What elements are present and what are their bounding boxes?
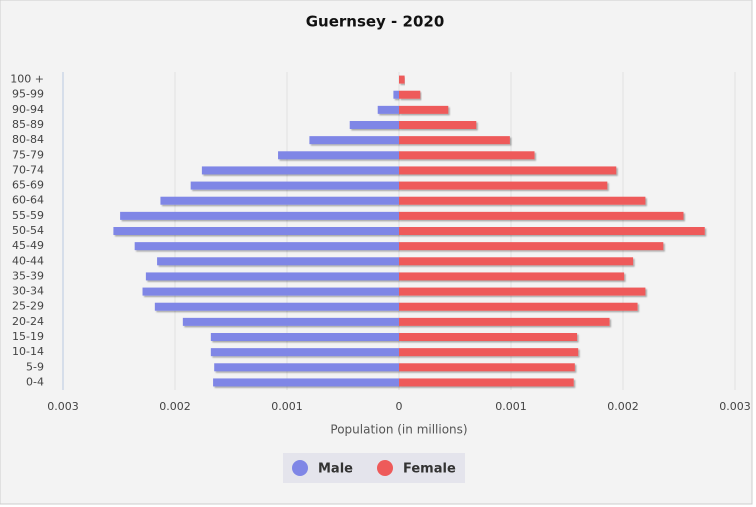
y-tick-label: 45-49 [12, 239, 44, 252]
x-tick-label: 0.001 [495, 400, 527, 413]
bar [182, 317, 399, 326]
bar [399, 151, 535, 160]
bar [349, 121, 399, 129]
bar [210, 348, 399, 357]
bar [399, 227, 705, 235]
legend-marker [292, 460, 308, 476]
bar [399, 378, 574, 387]
bar [399, 181, 608, 190]
legend-label: Female [403, 462, 456, 477]
x-tick-label: 0.003 [47, 400, 79, 413]
bar [399, 287, 646, 296]
bar [157, 257, 399, 266]
bar [142, 287, 399, 296]
x-tick-label: 0.001 [271, 400, 303, 413]
x-tick-label: 0 [396, 400, 403, 413]
y-tick-label: 70-74 [12, 163, 44, 176]
y-tick-label: 25-29 [12, 300, 44, 313]
bar [399, 257, 634, 266]
y-tick-label: 40-44 [12, 254, 44, 267]
bar [213, 378, 399, 387]
y-tick-label: 95-99 [12, 88, 44, 101]
y-tick-label: 15-19 [12, 330, 44, 343]
bar [278, 151, 399, 160]
bar [399, 317, 610, 326]
bar [399, 272, 625, 281]
y-tick-label: 20-24 [12, 315, 44, 328]
bar [399, 363, 575, 372]
y-tick-label: 10-14 [12, 345, 44, 358]
bar [399, 333, 578, 341]
x-axis-label: Population (in millions) [330, 423, 467, 437]
y-tick-label: 90-94 [12, 103, 44, 116]
bar [399, 211, 684, 220]
y-tick-label: 75-79 [12, 148, 44, 161]
y-tick-label: 50-54 [12, 224, 44, 237]
bar [399, 121, 477, 129]
bar [190, 181, 399, 190]
bar [399, 348, 579, 357]
x-tick-label: 0.002 [607, 400, 639, 413]
bar [399, 166, 617, 175]
y-tick-label: 35-39 [12, 269, 44, 282]
bar [201, 166, 399, 175]
bar [214, 363, 399, 372]
bar [399, 105, 449, 114]
bar [399, 302, 638, 311]
bar [145, 272, 399, 281]
y-tick-label: 60-64 [12, 194, 44, 207]
bar [393, 90, 399, 99]
y-tick-label: 30-34 [12, 285, 44, 298]
bar [377, 105, 399, 114]
bar [210, 333, 399, 341]
bar [399, 90, 421, 99]
bar [399, 75, 405, 84]
bar [113, 227, 400, 235]
bar [134, 242, 399, 251]
legend [283, 453, 465, 483]
legend-marker [377, 460, 393, 476]
bar [399, 242, 664, 251]
bar [160, 196, 399, 205]
y-tick-label: 80-84 [12, 133, 44, 146]
legend-label: Male [318, 462, 353, 477]
y-tick-label: 55-59 [12, 209, 44, 222]
bar [399, 196, 646, 205]
x-tick-label: 0.002 [159, 400, 191, 413]
x-tick-label: 0.003 [719, 400, 751, 413]
y-tick-label: 65-69 [12, 179, 44, 192]
bar [399, 136, 510, 145]
y-tick-label: 85-89 [12, 118, 44, 131]
bar [120, 211, 400, 220]
bar [154, 302, 399, 311]
y-tick-label: 0-4 [26, 375, 44, 388]
bar [309, 136, 399, 145]
y-tick-label: 5-9 [26, 360, 44, 373]
chart-title: Guernsey - 2020 [306, 13, 445, 31]
y-tick-label: 100 + [10, 73, 44, 86]
